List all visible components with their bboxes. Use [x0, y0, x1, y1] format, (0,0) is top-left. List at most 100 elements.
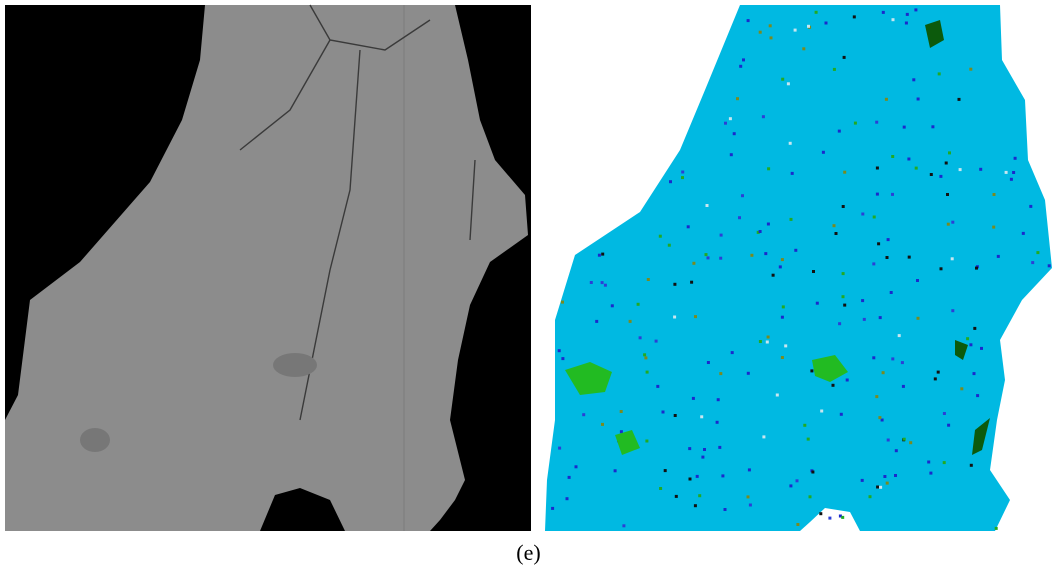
phase-pixel — [1012, 171, 1015, 174]
phase-pixel — [622, 524, 625, 527]
phase-pixel — [973, 327, 976, 330]
phase-pixel — [916, 279, 919, 282]
phase-pixel — [863, 318, 866, 321]
phase-pixel — [590, 281, 593, 284]
phase-pixel — [882, 371, 885, 374]
phase-pixel — [887, 439, 890, 442]
phase-pixel — [724, 508, 727, 511]
phase-pixel — [724, 122, 727, 125]
phase-pixel — [815, 11, 818, 14]
phase-pixel — [750, 254, 753, 257]
phase-pixel — [673, 283, 676, 286]
phase-pixel — [861, 299, 864, 302]
phase-pixel — [995, 527, 998, 530]
phase-pixel — [1022, 232, 1025, 235]
phase-pixel — [947, 223, 950, 226]
phase-pixel — [766, 341, 769, 344]
phase-pixel — [912, 78, 915, 81]
phase-pixel — [764, 252, 767, 255]
phase-pixel — [705, 253, 708, 256]
phase-pixel — [655, 340, 658, 343]
phase-pixel — [905, 22, 908, 25]
phase-pixel — [639, 336, 642, 339]
phase-pixel — [969, 68, 972, 71]
phase-pixel — [749, 504, 752, 507]
phase-pixel — [966, 337, 969, 340]
phase-pixel — [807, 438, 810, 441]
phase-pixel — [879, 316, 882, 319]
phase-pixel — [842, 272, 845, 275]
phase-pixel — [1014, 157, 1017, 160]
phase-pixel — [811, 471, 814, 474]
phase-pixel — [781, 258, 784, 261]
phase-pixel — [886, 256, 889, 259]
phase-pixel — [960, 387, 963, 390]
phase-pixel — [891, 193, 894, 196]
phase-pixel — [796, 479, 799, 482]
phase-pixel — [812, 270, 815, 273]
phase-pixel — [879, 486, 882, 489]
phase-pixel — [692, 262, 695, 265]
phase-pixel — [970, 464, 973, 467]
phase-pixel — [794, 249, 797, 252]
phase-pixel — [719, 372, 722, 375]
phase-pixel — [643, 353, 646, 356]
phase-pixel — [736, 97, 739, 100]
phase-pixel — [882, 11, 885, 14]
phase-pixel — [558, 447, 561, 450]
phase-pixel — [575, 465, 578, 468]
phase-pixel — [551, 507, 554, 510]
phase-pixel — [803, 424, 806, 427]
phase-pixel — [820, 410, 823, 413]
phase-pixel — [947, 424, 950, 427]
phase-pixel — [561, 357, 564, 360]
phase-pixel — [759, 340, 762, 343]
phase-pixel — [951, 309, 954, 312]
phase-pixel — [698, 494, 701, 497]
phase-pixel — [833, 68, 836, 71]
phase-pixel — [943, 461, 946, 464]
phase-pixel — [886, 482, 889, 485]
phase-pixel — [1029, 205, 1032, 208]
phase-pixel — [993, 193, 996, 196]
phase-pixel — [794, 29, 797, 32]
phase-pixel — [938, 72, 941, 75]
phase-pixel — [781, 356, 784, 359]
phase-pixel — [917, 317, 920, 320]
phase-pixel — [838, 322, 841, 325]
phase-pixel — [875, 395, 878, 398]
phase-pixel — [769, 24, 772, 27]
phase-pixel — [742, 58, 745, 61]
phase-pixel — [601, 253, 604, 256]
phase-pixel — [917, 98, 920, 101]
phase-pixel — [694, 315, 697, 318]
phase-pixel — [939, 175, 942, 178]
phase-pixel — [969, 343, 972, 346]
phase-pixel — [828, 517, 831, 520]
phase-pixel — [738, 216, 741, 219]
phase-pixel — [762, 115, 765, 118]
phase-pixel — [1048, 264, 1051, 267]
phase-pixel — [1036, 251, 1039, 254]
phase-pixel — [689, 478, 692, 481]
phase-pixel — [833, 224, 836, 227]
phase-pixel — [840, 413, 843, 416]
phase-pixel — [903, 126, 906, 129]
caption: (e) — [0, 540, 1057, 566]
phase-pixel — [747, 372, 750, 375]
phase-pixel — [810, 369, 813, 372]
phase-pixel — [659, 235, 662, 238]
phase-pixel — [694, 504, 697, 507]
phase-pixel — [701, 456, 704, 459]
phase-pixel — [720, 234, 723, 237]
phase-pixel — [1005, 171, 1008, 174]
phase-pixel — [891, 357, 894, 360]
phase-pixel — [664, 469, 667, 472]
phase-pixel — [908, 256, 911, 259]
phase-pixel — [1031, 261, 1034, 264]
phase-pixel — [976, 394, 979, 397]
phase-pixel — [747, 495, 750, 498]
phase-pixel — [767, 336, 770, 339]
phase-pixel — [973, 372, 976, 375]
phase-pixel — [731, 351, 734, 354]
